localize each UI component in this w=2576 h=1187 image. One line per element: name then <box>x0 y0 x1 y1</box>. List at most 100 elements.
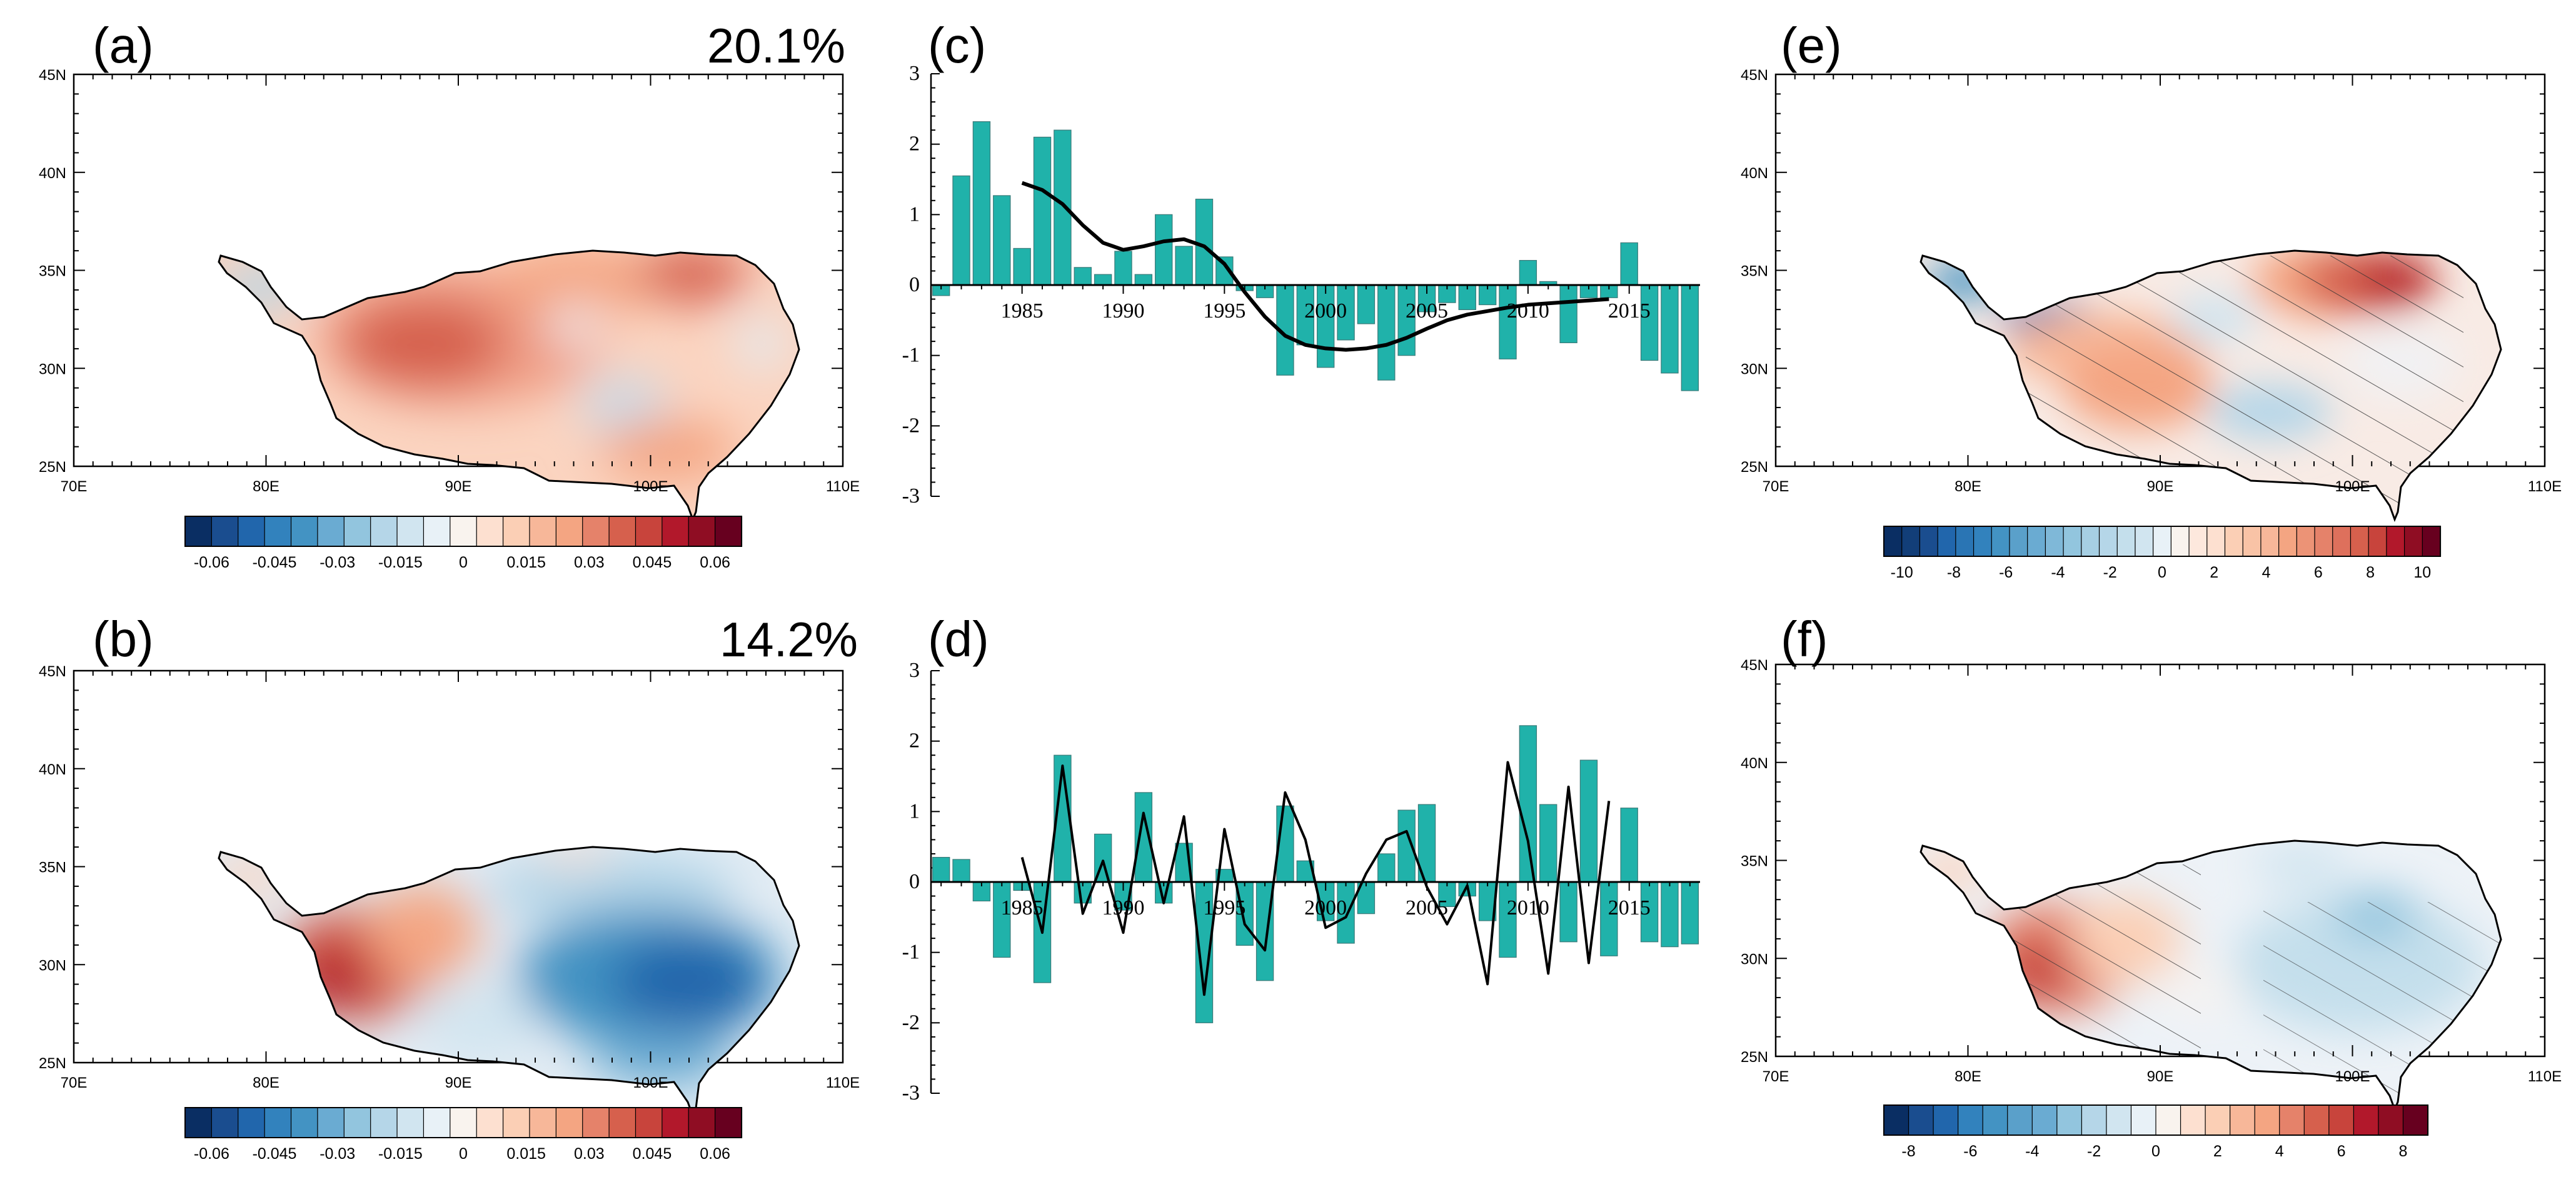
colorbar-swatch <box>2155 1104 2181 1136</box>
y-tick-label: -3 <box>902 1081 920 1104</box>
colorbar-swatch <box>2314 526 2333 557</box>
bar-2013 <box>1579 759 1598 883</box>
bar-1999 <box>1296 284 1315 346</box>
map-x-tick-label: 100E <box>2335 1068 2370 1085</box>
variance-b: 14.2% <box>720 612 858 667</box>
map-panel-e: 70E 80E 90E 100E 110E 45N 40N 35N 30N 25N <box>1741 67 2562 521</box>
map-panel-b: 70E 80E 90E 100E 110E 45N 40N 35N 30N 25N <box>39 663 860 1117</box>
colorbar-frame <box>184 1107 742 1138</box>
map-y-tick-label: 25N <box>1741 459 1768 476</box>
bar-1989 <box>1094 274 1112 286</box>
map-y-tick-label: 35N <box>39 859 66 876</box>
colorbar-tick-label: 0 <box>2151 1143 2160 1160</box>
colorbar-frame <box>1883 526 2441 557</box>
colorbar-swatch <box>343 1107 371 1138</box>
bar-2003 <box>1377 284 1396 381</box>
colorbar-swatch <box>688 516 716 547</box>
bar-2014 <box>1600 881 1618 956</box>
map-x-tick-label: 70E <box>1763 1068 1789 1085</box>
y-tick-label: -1 <box>902 941 920 964</box>
x-tick-label: 2000 <box>1304 299 1347 323</box>
colorbar-swatch <box>2180 1104 2206 1136</box>
map-y-tick-label: 35N <box>1741 263 1768 280</box>
colorbar-swatch <box>1933 1104 1959 1136</box>
panel-label-c: (c) <box>928 18 986 73</box>
colorbar-swatch <box>2106 1104 2132 1136</box>
colorbar-swatch <box>2031 1104 2058 1136</box>
panel-label-d: (d) <box>928 611 989 667</box>
x-tick-label: 1990 <box>1102 299 1145 323</box>
y-tick-label: -2 <box>902 1011 920 1034</box>
colorbar-swatch <box>343 516 371 547</box>
colorbar-tick-label: -0.03 <box>319 1145 355 1163</box>
map-x-tick-label: 70E <box>61 1074 88 1091</box>
colorbar-swatch <box>715 1107 743 1138</box>
x-tick-label: 1985 <box>1001 299 1044 323</box>
y-tick-label: -3 <box>902 484 920 508</box>
colorbar-swatch <box>1955 526 1975 557</box>
colorbar-tick-label: -0.015 <box>378 1145 423 1163</box>
x-tick-label: 2015 <box>1608 896 1651 919</box>
x-tick-label: 2005 <box>1406 299 1448 323</box>
colorbar-tick-label: 0.045 <box>633 554 672 571</box>
y-tick-label: 1 <box>909 799 920 823</box>
colorbar-swatch <box>1937 526 1956 557</box>
colorbar-swatch <box>211 516 239 547</box>
colorbar-swatch <box>184 516 213 547</box>
colorbar-swatch <box>264 516 292 547</box>
colorbar-tick-label: -2 <box>2087 1143 2101 1160</box>
colorbar-tick-label: 0 <box>459 1145 468 1163</box>
colorbar-swatch <box>555 516 583 547</box>
colorbar-swatch <box>2260 526 2280 557</box>
colorbar-frame <box>184 516 742 547</box>
map-panel-a: 70E 80E 90E 100E 110E 45N 40N 35N 30N 25N <box>39 67 860 521</box>
colorbar-a: -0.06 -0.045 -0.03 -0.015 0 0.015 0.03 0.045 0.0… <box>184 516 743 571</box>
bar-1994 <box>1195 198 1214 286</box>
colorbar-tick-label: -0.03 <box>319 554 355 571</box>
map-x-tick-label: 70E <box>1763 478 1789 495</box>
panel-label-e: (e) <box>1781 18 1842 73</box>
map-x-tick-label: 80E <box>1955 478 1981 495</box>
panel-label-a: (a) <box>93 18 154 73</box>
map-y-tick-label: 30N <box>1741 951 1768 968</box>
colorbar-swatch <box>635 1107 663 1138</box>
bar-1988 <box>1074 267 1092 286</box>
colorbar-tick-label: -6 <box>1999 564 2013 581</box>
map-x-tick-label: 110E <box>2528 478 2562 495</box>
colorbar-swatch <box>2242 526 2262 557</box>
colorbar-swatch <box>529 516 557 547</box>
colorbar-tick-label: -8 <box>1901 1143 1915 1160</box>
colorbar-swatch <box>2296 526 2316 557</box>
x-tick-label: 2000 <box>1304 896 1347 919</box>
colorbar-tick-label: 8 <box>2366 564 2375 581</box>
colorbar-swatch <box>2303 1104 2330 1136</box>
colorbar-swatch <box>2279 1104 2305 1136</box>
colorbar-tick-label: 0.03 <box>574 554 605 571</box>
colorbar-tick-label: 4 <box>2275 1143 2284 1160</box>
bar-2012 <box>1559 881 1577 943</box>
map-y-tick-label: 30N <box>1741 361 1768 378</box>
colorbar-swatch <box>555 1107 583 1138</box>
colorbar-swatch <box>2403 526 2423 557</box>
colorbar-tick-label: 0.015 <box>506 554 546 571</box>
map-y-tick-label: 25N <box>1741 1049 1768 1066</box>
map-y-tick-label: 25N <box>39 1055 66 1072</box>
colorbar-tick-label: -0.06 <box>194 1145 229 1163</box>
colorbar-tick-label: -4 <box>2025 1143 2039 1160</box>
colorbar-swatch <box>2278 526 2298 557</box>
bar-2001 <box>1337 881 1355 944</box>
colorbar-swatch <box>2353 1104 2380 1136</box>
y-tick-label: 0 <box>909 870 920 893</box>
colorbar-swatch <box>211 1107 239 1138</box>
colorbar-swatch <box>2153 526 2172 557</box>
x-tick-label: 2015 <box>1608 299 1651 323</box>
colorbar-swatch <box>450 516 478 547</box>
colorbar-swatch <box>184 1107 213 1138</box>
panel-label-b: (b) <box>93 611 154 667</box>
colorbar-swatch <box>2130 1104 2157 1136</box>
colorbar-swatch <box>2135 526 2154 557</box>
colorbar-swatch <box>1908 1104 1935 1136</box>
map-y-tick-label: 30N <box>39 957 66 974</box>
colorbar-swatch <box>2056 1104 2083 1136</box>
